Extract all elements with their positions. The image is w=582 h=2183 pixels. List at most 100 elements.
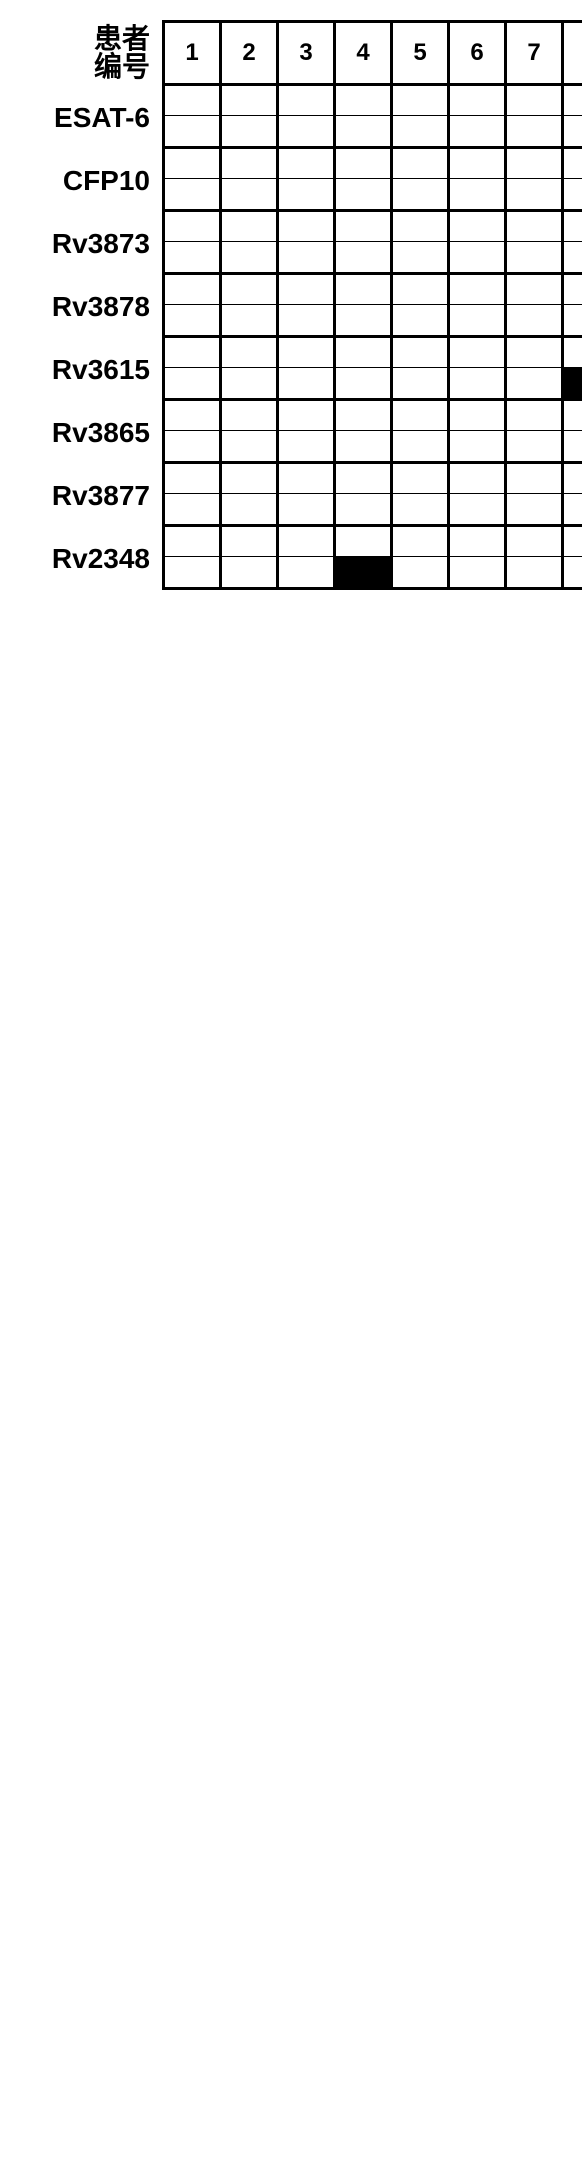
heatmap-cell (279, 494, 333, 524)
cell-pair (336, 86, 393, 146)
heatmap-cell (564, 305, 582, 335)
cell-pair (564, 464, 582, 524)
heatmap-cell (279, 212, 333, 242)
cell-pair (393, 275, 450, 335)
heatmap-cell (222, 464, 276, 494)
heatmap-cell (507, 242, 561, 272)
cell-pair (222, 527, 279, 587)
heatmap-cell (450, 212, 504, 242)
cell-pair (222, 149, 279, 209)
heatmap-cell (165, 116, 219, 146)
antigen-row-group (165, 527, 582, 587)
cell-pair (564, 401, 582, 461)
cell-pair (507, 464, 564, 524)
heatmap-cell (450, 431, 504, 461)
heatmap-cell (393, 494, 447, 524)
antigen-label: Rv3865 (20, 401, 158, 464)
heatmap-cell (564, 368, 582, 398)
heatmap-cell (279, 527, 333, 557)
heatmap-cell (165, 338, 219, 368)
patient-id-cell: 4 (336, 23, 393, 83)
cell-pair (222, 275, 279, 335)
cell-pair (450, 464, 507, 524)
heatmap-cell (336, 338, 390, 368)
heatmap-cell (279, 338, 333, 368)
heatmap-cell (336, 401, 390, 431)
heatmap-container: 患者编号ESAT-6CFP10Rv3873Rv3878Rv3615Rv3865R… (20, 20, 562, 590)
patient-id-header-label: 患者编号 (20, 20, 158, 86)
heatmap-cell (279, 242, 333, 272)
heatmap-cell (564, 242, 582, 272)
patient-id-cell: 5 (393, 23, 450, 83)
heatmap-cell (393, 116, 447, 146)
cell-pair (279, 212, 336, 272)
heatmap-cell (165, 242, 219, 272)
heatmap-cell (393, 305, 447, 335)
heatmap-cell (564, 212, 582, 242)
cell-pair (165, 212, 222, 272)
antigen-label: ESAT-6 (20, 86, 158, 149)
cell-pair (336, 338, 393, 398)
cell-pair (165, 86, 222, 146)
heatmap-cell (450, 149, 504, 179)
heatmap-cell (279, 116, 333, 146)
heatmap-cell (450, 275, 504, 305)
heatmap-cell (222, 401, 276, 431)
heatmap-cell (222, 116, 276, 146)
heatmap-cell (165, 557, 219, 587)
cell-pair (336, 527, 393, 587)
heatmap-cell (336, 242, 390, 272)
heatmap-cell (450, 305, 504, 335)
heatmap-cell (507, 338, 561, 368)
heatmap-cell (165, 431, 219, 461)
cell-pair (279, 401, 336, 461)
cell-pair (165, 527, 222, 587)
patient-id-cell: 2 (222, 23, 279, 83)
patient-id-cell: 7 (507, 23, 564, 83)
heatmap-cell (393, 431, 447, 461)
heatmap-cell (336, 557, 390, 587)
heatmap-cell (222, 275, 276, 305)
patient-id-header-row: 1234567891011121314151617181920212223242… (165, 23, 582, 86)
cell-pair (564, 275, 582, 335)
cell-pair (393, 338, 450, 398)
cell-pair (279, 527, 336, 587)
cell-pair (450, 149, 507, 209)
cell-pair (279, 275, 336, 335)
patient-id-cell: 3 (279, 23, 336, 83)
heatmap-cell (336, 527, 390, 557)
heatmap-cell (564, 431, 582, 461)
heatmap-cell (279, 86, 333, 116)
heatmap-cell (450, 527, 504, 557)
cell-pair (507, 149, 564, 209)
heatmap-cell (222, 179, 276, 209)
cell-pair (165, 464, 222, 524)
heatmap-cell (450, 242, 504, 272)
heatmap-cell (165, 275, 219, 305)
heatmap-cell (564, 494, 582, 524)
patient-id-cell: 1 (165, 23, 222, 83)
heatmap-cell (336, 149, 390, 179)
cell-pair (279, 149, 336, 209)
cell-pair (336, 401, 393, 461)
heatmap-cell (450, 494, 504, 524)
cell-pair (564, 149, 582, 209)
heatmap-cell (564, 338, 582, 368)
cell-pair (450, 86, 507, 146)
cell-pair (393, 212, 450, 272)
cell-pair (222, 212, 279, 272)
antigen-row-group (165, 149, 582, 212)
cell-pair (393, 86, 450, 146)
heatmap-cell (564, 179, 582, 209)
cell-pair (393, 401, 450, 461)
heatmap-cell (336, 212, 390, 242)
heatmap-cell (507, 275, 561, 305)
antigen-row-group (165, 401, 582, 464)
antigen-label: Rv2348 (20, 527, 158, 590)
heatmap-cell (450, 557, 504, 587)
antigen-label: Rv3877 (20, 464, 158, 527)
antigen-label: CFP10 (20, 149, 158, 212)
heatmap-cell (165, 494, 219, 524)
cell-pair (222, 86, 279, 146)
cell-pair (450, 401, 507, 461)
